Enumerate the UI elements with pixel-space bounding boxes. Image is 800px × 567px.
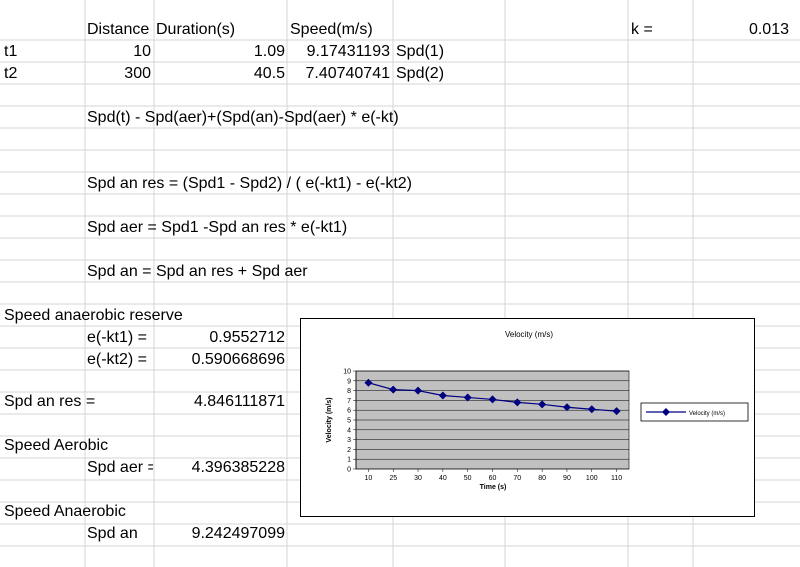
k-label[interactable]: k = [631, 21, 653, 38]
reserve-title[interactable]: Speed anaerobic reserve [4, 307, 183, 324]
ekt1-label[interactable]: e(-kt1) = [87, 329, 148, 346]
y-tick-label: 6 [347, 408, 351, 415]
x-tick-label: 70 [513, 475, 521, 482]
an-res-label[interactable]: Spd an res = [4, 393, 96, 410]
x-tick-label: 40 [439, 475, 447, 482]
ekt2-value[interactable]: 0.590668696 [191, 351, 285, 368]
x-tick-label: 90 [563, 475, 571, 482]
data-point [538, 400, 547, 409]
y-axis-label: Velocity (m/s) [326, 397, 333, 442]
y-axis: 0 1 2 3 4 5 6 7 8 9 10 [343, 369, 357, 474]
y-tick-label: 1 [347, 457, 351, 464]
header-speed[interactable]: Speed(m/s) [290, 21, 373, 38]
an-res-value[interactable]: 4.846111871 [193, 393, 285, 410]
row-t1-duration[interactable]: 1.09 [253, 43, 285, 60]
data-point [587, 405, 596, 414]
x-tick-label: 60 [489, 475, 497, 482]
aerobic-title[interactable]: Speed Aerobic [4, 437, 109, 454]
velocity-chart-svg: Velocity (m/s) 0 1 2 3 4 5 6 7 8 9 10 10 25 30 40 50 60… [326, 330, 749, 491]
row-t1-distance[interactable]: 10 [133, 43, 151, 60]
x-tick-label: 50 [464, 475, 472, 482]
data-point [414, 386, 423, 395]
header-distance[interactable]: Distance [87, 21, 150, 38]
row-t2-tag[interactable]: Spd(2) [396, 65, 445, 82]
y-tick-label: 3 [347, 437, 351, 444]
row-t2-label[interactable]: t2 [4, 65, 18, 82]
y-tick-label: 2 [347, 447, 351, 454]
legend-label: Velocity (m/s) [689, 411, 725, 417]
an-label[interactable]: Spd an [87, 525, 138, 542]
row-t2-duration[interactable]: 40.5 [253, 65, 285, 82]
row-t1-label[interactable]: t1 [4, 43, 18, 60]
row-t2-distance[interactable]: 300 [124, 65, 151, 82]
chart-title: Velocity (m/s) [505, 330, 553, 339]
data-point [488, 395, 497, 404]
ekt2-label[interactable]: e(-kt2) = [87, 351, 148, 368]
row-t2-speed[interactable]: 7.40740741 [305, 65, 390, 82]
x-tick-label: 100 [586, 475, 598, 482]
anaerobic-title[interactable]: Speed Anaerobic [4, 503, 126, 520]
row-t1-speed[interactable]: 9.17431193 [306, 43, 390, 60]
data-point [364, 378, 373, 387]
formula-an-res[interactable]: Spd an res = (Spd1 - Spd2) / ( e(-kt1) -… [87, 175, 413, 192]
aer-value[interactable]: 4.396385228 [191, 459, 285, 476]
x-tick-label: 80 [538, 475, 546, 482]
k-value[interactable]: 0.013 [748, 21, 789, 38]
chart-gridlines [356, 370, 629, 470]
formula-aer[interactable]: Spd aer = Spd1 -Spd an res * e(-kt1) [87, 219, 348, 236]
x-axis-label: Time (s) [480, 484, 507, 491]
x-axis: 10 25 30 40 50 60 70 80 90 100 110 [365, 469, 622, 482]
x-tick-label: 10 [365, 475, 373, 482]
data-point [463, 393, 472, 402]
formula-speed-model[interactable]: Spd(t) - Spd(aer)+(Spd(an)-Spd(aer) * e(… [87, 109, 399, 126]
data-point [612, 407, 621, 416]
data-point [438, 391, 447, 400]
legend-box [640, 402, 749, 422]
velocity-chart[interactable]: Velocity (m/s) 0 1 2 3 4 5 6 7 8 9 10 10 25 30 40 50 60… [300, 318, 755, 517]
y-tick-label: 9 [347, 378, 351, 385]
x-tick-label: 30 [414, 475, 422, 482]
chart-series [364, 378, 621, 416]
x-tick-label: 25 [389, 475, 397, 482]
an-value[interactable]: 9.242497099 [191, 525, 285, 542]
row-t1-tag[interactable]: Spd(1) [396, 43, 445, 60]
data-point [562, 403, 571, 412]
ekt1-value[interactable]: 0.9552712 [209, 329, 285, 346]
chart-legend: Velocity (m/s) [640, 402, 749, 422]
data-point [513, 398, 522, 407]
y-tick-label: 8 [347, 388, 351, 395]
data-point [389, 385, 398, 394]
y-tick-label: 7 [347, 398, 351, 405]
y-tick-label: 10 [343, 369, 351, 376]
formula-an[interactable]: Spd an = Spd an res + Spd aer [87, 263, 308, 280]
y-tick-label: 4 [347, 427, 351, 434]
y-tick-label: 0 [347, 467, 351, 474]
aer-label[interactable]: Spd aer = [87, 459, 153, 476]
y-tick-label: 5 [347, 418, 351, 425]
legend-marker [662, 408, 670, 416]
header-duration[interactable]: Duration(s) [156, 21, 236, 38]
x-tick-label: 110 [611, 475, 622, 482]
